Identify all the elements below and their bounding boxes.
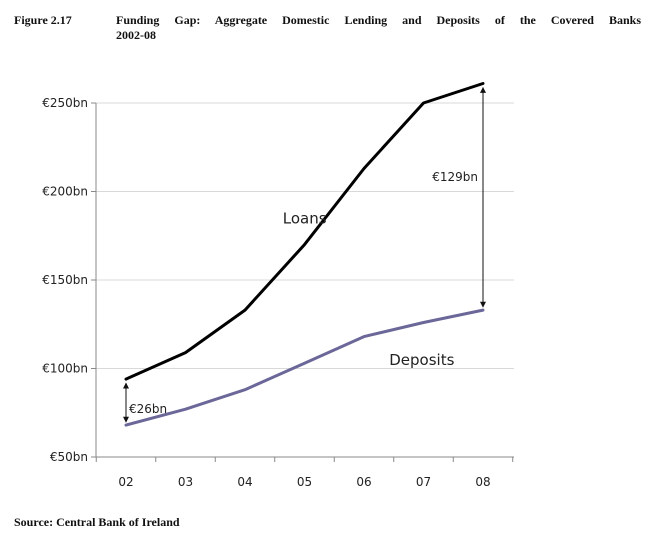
series-lines [124, 82, 485, 427]
series-label-deposits: Deposits [389, 351, 454, 369]
y-tick-label: €150bn [42, 273, 88, 287]
x-axis-ticks: 02 03 04 05 06 07 08 [95, 457, 514, 489]
y-tick-label: €50bn [50, 450, 88, 464]
gap-annotations: €26bn €129bn [123, 86, 486, 423]
x-tick-label: 02 [118, 475, 133, 489]
gap-label: €129bn [432, 170, 478, 184]
y-tick-label: €200bn [42, 185, 88, 199]
x-tick-label: 05 [297, 475, 312, 489]
figure-label: Figure 2.17 [14, 13, 72, 27]
series-line-loans [124, 82, 485, 381]
y-tick-label: €100bn [42, 362, 88, 376]
gridlines [96, 102, 514, 369]
series-labels: Loans Deposits [283, 209, 455, 369]
y-axis-ticks: €50bn €100bn €150bn €200bn €250bn [42, 96, 96, 464]
x-tick-label: 03 [178, 475, 193, 489]
gap-label: €26bn [129, 402, 167, 416]
x-tick-label: 08 [475, 475, 490, 489]
figure-title: Funding Gap: Aggregate Domestic Lending … [116, 13, 641, 43]
series-line-deposits [124, 308, 485, 427]
x-tick-label: 06 [356, 475, 371, 489]
x-tick-label: 04 [237, 475, 252, 489]
y-tick-label: €250bn [42, 96, 88, 110]
source-note: Source: Central Bank of Ireland [14, 515, 180, 529]
figure-title-line2: 2002-08 [116, 28, 156, 42]
series-label-loans: Loans [283, 209, 327, 227]
x-tick-label: 07 [416, 475, 431, 489]
figure-title-line1: Funding Gap: Aggregate Domestic Lending … [116, 13, 641, 27]
